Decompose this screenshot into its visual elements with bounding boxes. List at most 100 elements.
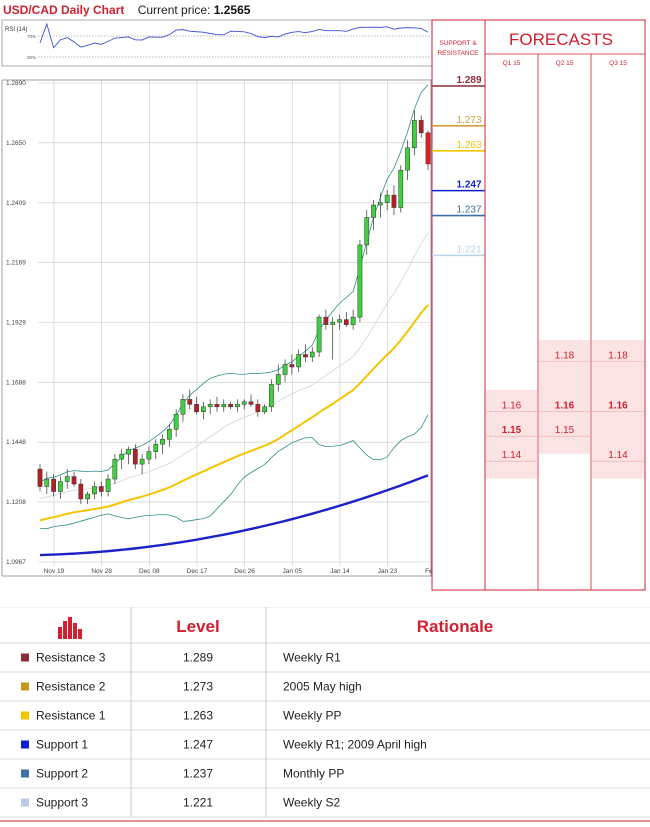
forecast-value: 1.16 [608, 400, 628, 411]
candle-body [357, 244, 363, 318]
candle-body [92, 486, 97, 495]
candle-body [418, 120, 424, 134]
candle-body [255, 404, 261, 413]
candle-body [126, 448, 131, 455]
table-row-level: 1.237 [183, 767, 213, 781]
table-row-rationale: 2005 May high [283, 680, 362, 694]
table-row-rationale: Weekly PP [283, 709, 341, 723]
chart-title: USD/CAD Daily Chart Current price: 1.256… [3, 3, 250, 17]
sr-panel-frame [431, 19, 486, 591]
table-row-swatch [21, 711, 29, 720]
candle-body [384, 194, 390, 203]
sr-level-label: 1.247 [456, 180, 481, 191]
table-row-level: 1.289 [183, 651, 213, 665]
candle-body [173, 414, 179, 430]
x-tick-label: Jan 14 [330, 568, 350, 575]
table-row-level: 1.247 [183, 738, 213, 752]
y-tick-label: 1.1208 [6, 499, 26, 506]
table-row-level: 1.221 [183, 796, 213, 810]
table-row-name: Resistance 1 [36, 709, 106, 723]
candle-body [323, 316, 329, 325]
y-tick-label: 1.1929 [6, 319, 26, 326]
candle-body [377, 202, 383, 206]
title-pair: USD/CAD Daily Chart [3, 3, 125, 17]
sr-panel-label: SUPPORT & [439, 40, 477, 47]
forecasts-panel: FORECASTS Q1 15 Q2 15 Q3 15 1.16 1.15 1.14 1.18… [484, 19, 646, 591]
sr-panel-label: RESISTANCE [437, 50, 479, 57]
y-tick-label: 1.1448 [6, 439, 26, 446]
x-tick-label: Dec 08 [139, 568, 160, 575]
forecast-range-box [592, 340, 644, 479]
candle-body [337, 319, 342, 323]
candle-body [139, 458, 145, 465]
candle-body [350, 316, 356, 325]
candle-body [214, 404, 220, 408]
candle-body [364, 217, 370, 246]
table-row-swatch [21, 769, 29, 778]
table-row-name: Support 3 [36, 796, 88, 810]
forecast-value: 1.16 [502, 400, 522, 411]
y-tick-label: 1.0967 [6, 559, 26, 566]
table-row-swatch [21, 798, 29, 807]
candle-body [194, 404, 199, 413]
candle-body [303, 354, 308, 358]
candle-body [316, 316, 322, 353]
table-row-name: Resistance 2 [36, 680, 106, 694]
candle-body [391, 194, 397, 208]
candle-body [282, 364, 288, 375]
y-tick-label: 1.1688 [6, 379, 26, 386]
table-row-swatch [21, 740, 29, 749]
table-row-rationale: Monthly PP [283, 767, 344, 781]
bar-chart-icon [58, 617, 82, 639]
chart-area: RSI (14)70%30% 1.28901.26501.24091.21691… [1, 19, 646, 591]
candle-body [330, 321, 336, 325]
forecast-value: 1.16 [555, 400, 575, 411]
table-header-level: Level [176, 617, 219, 636]
sr-level-label: 1.237 [456, 205, 481, 216]
candle-body [98, 486, 104, 492]
forecast-value: 1.15 [502, 425, 522, 436]
forecast-quarter-label: Q2 15 [556, 60, 574, 67]
table-row-name: Support 2 [36, 767, 88, 781]
table-row-rationale: Weekly S2 [283, 796, 340, 810]
ma-short-line [39, 232, 429, 500]
candle-body [248, 401, 254, 405]
candle-body [269, 384, 274, 408]
table-row-name: Support 1 [36, 738, 88, 752]
forecasts-title: FORECASTS [509, 30, 613, 49]
table-row-level: 1.263 [183, 709, 213, 723]
y-tick-label: 1.2409 [6, 200, 26, 207]
ma-mid-line [39, 304, 429, 522]
sr-level-label: 1.273 [456, 115, 481, 126]
candle-body [201, 406, 206, 413]
price-value: 1.2565 [213, 3, 251, 17]
rsi-30-label: 30% [27, 55, 36, 60]
table-row-swatch [21, 682, 29, 691]
sr-level-label: 1.289 [456, 75, 481, 86]
candle-body [166, 428, 172, 440]
ma-long-line [39, 474, 429, 557]
y-tick-label: 1.2890 [6, 80, 26, 87]
y-tick-label: 1.2169 [6, 260, 26, 267]
table-row-swatch [21, 653, 29, 662]
bollinger-upper-line [39, 84, 429, 483]
bollinger-lower-line [39, 414, 429, 530]
candle-body [289, 364, 295, 368]
candle-body [71, 476, 77, 485]
forecast-value: 1.14 [502, 450, 522, 461]
candle-body [412, 120, 417, 149]
candle-body [64, 476, 70, 482]
candle-body [221, 404, 227, 408]
support-resistance-panel: SUPPORT & RESISTANCE 1.289 1.273 1.263 1.247 1… [431, 19, 486, 591]
candle-body [160, 438, 165, 445]
candle-body [275, 374, 281, 385]
candle-body [146, 451, 152, 460]
price-label: Current price: [137, 3, 211, 17]
sr-level-label: 1.221 [456, 244, 481, 255]
price-frame [1, 79, 432, 577]
forecast-value: 1.15 [555, 425, 575, 436]
y-tick-label: 1.2650 [6, 140, 26, 147]
rsi-70-label: 70% [27, 34, 36, 39]
forecast-range-box [486, 389, 537, 479]
sr-level-label: 1.263 [456, 140, 481, 151]
